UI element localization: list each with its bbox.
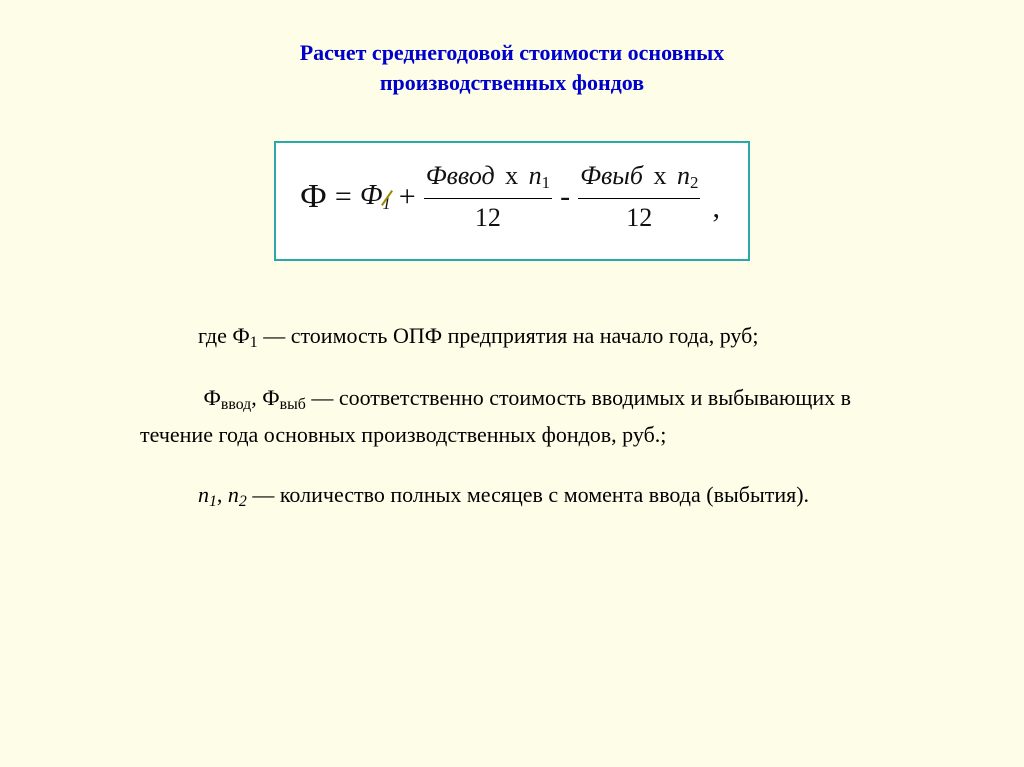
def3-s1-base: n: [198, 482, 209, 507]
formula-container: Ф = Ф1 + Фввод x n1 12 - Фвыб x n2 12 ,: [0, 141, 1024, 260]
def1-prefix: где: [198, 323, 232, 348]
def3-sep: ,: [217, 482, 228, 507]
frac2-n-base: n: [677, 161, 690, 190]
frac1-num-left: Фввод: [426, 161, 495, 190]
formula-fraction-2: Фвыб x n2 12: [578, 161, 700, 232]
frac2-bar: [578, 198, 700, 199]
formula-trailing-comma: ,: [700, 191, 720, 233]
frac1-bar: [424, 198, 552, 199]
definition-3: n1, n2 — количество полных месяцев с мом…: [140, 478, 914, 515]
def2-s1-base: Ф: [204, 385, 221, 410]
definition-1: где Ф1 — стоимость ОПФ предприятия на на…: [140, 319, 914, 356]
formula-lhs: Ф: [300, 178, 327, 216]
frac2-numerator: Фвыб x n2: [578, 161, 700, 193]
def2-s2-base: Ф: [262, 385, 279, 410]
def1-text: — стоимость ОПФ предприятия на начало го…: [258, 323, 759, 348]
frac1-mult-icon: x: [501, 161, 522, 190]
minus-sign: -: [552, 180, 578, 214]
title-line-2: производственных фондов: [380, 70, 644, 95]
equals-sign: =: [327, 180, 360, 214]
frac2-n-sub: 2: [690, 174, 698, 193]
def2-text-a: — соответственно стоимость вводимых и вы…: [306, 385, 851, 410]
frac2-num-left: Фвыб: [580, 161, 643, 190]
definition-2: Фввод, Фвыб — соответственно стоимость в…: [140, 381, 914, 452]
frac2-mult-icon: x: [649, 161, 670, 190]
frac2-denominator: 12: [624, 203, 654, 233]
def3-s2-sub: 2: [239, 493, 247, 510]
frac1-n-base: n: [529, 161, 542, 190]
page-title: Расчет среднегодовой стоимости основных …: [0, 0, 1024, 97]
frac1-denominator: 12: [473, 203, 503, 233]
f1-base: Ф: [360, 180, 383, 211]
def1-symbol-base: Ф: [232, 323, 249, 348]
f1-sub: 1: [382, 194, 390, 213]
frac1-n-sub: 1: [542, 174, 550, 193]
definitions-block: где Ф1 — стоимость ОПФ предприятия на на…: [0, 319, 1024, 515]
def2-text-b: течение года основных производственных ф…: [140, 422, 666, 447]
def2-s1-sub: ввод: [221, 396, 251, 413]
formula-fraction-1: Фввод x n1 12: [424, 161, 552, 232]
formula-box: Ф = Ф1 + Фввод x n1 12 - Фвыб x n2 12 ,: [274, 141, 750, 260]
def2-line1: Фввод, Фвыб — соответственно стоимость в…: [146, 385, 851, 410]
formula-term-f1: Ф1: [360, 180, 391, 214]
def2-s2-sub: выб: [280, 396, 306, 413]
title-line-1: Расчет среднегодовой стоимости основных: [300, 40, 725, 65]
def2-sep: ,: [251, 385, 262, 410]
def1-symbol-sub: 1: [250, 334, 258, 351]
def3-text: — количество полных месяцев с момента вв…: [247, 482, 809, 507]
plus-sign: +: [391, 180, 424, 214]
def3-s1-sub: 1: [209, 493, 217, 510]
frac1-numerator: Фввод x n1: [424, 161, 552, 193]
def3-s2-base: n: [228, 482, 239, 507]
